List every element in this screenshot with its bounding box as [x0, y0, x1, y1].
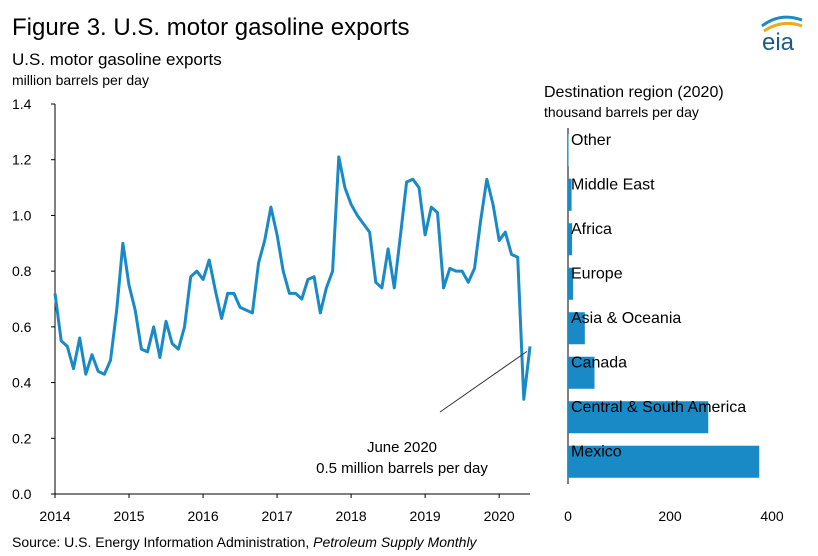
bar — [568, 401, 709, 434]
bar-category-label: Europe — [571, 265, 623, 282]
bar-x-tick-label: 400 — [760, 508, 784, 524]
annotation-line1: June 2020 — [367, 439, 437, 456]
annotation-pointer — [439, 350, 528, 413]
line-chart-y-unit: million barrels per day — [12, 72, 149, 88]
y-tick-label: 0.0 — [12, 486, 32, 502]
eia-logo: eia — [761, 15, 803, 54]
bar — [568, 267, 574, 300]
exports-series-line — [53, 155, 532, 401]
figure-title: Figure 3. U.S. motor gasoline exports — [12, 14, 410, 41]
y-tick-label: 1.4 — [12, 96, 32, 112]
bar-category-label: Asia & Oceania — [571, 310, 681, 327]
x-tick-label: 2017 — [261, 508, 292, 524]
x-tick-label: 2020 — [484, 508, 515, 524]
bar-category-label: Middle East — [571, 176, 655, 193]
y-tick-label: 1.2 — [12, 152, 32, 168]
x-tick-label: 2014 — [39, 508, 70, 524]
annotation-line2: 0.5 million barrels per day — [316, 460, 488, 477]
bar-x-tick-label: 200 — [658, 508, 682, 524]
bar-category-label: Central & South America — [571, 399, 746, 416]
bar — [568, 356, 595, 389]
y-tick-label: 0.8 — [12, 263, 32, 279]
annotation-box — [298, 432, 510, 478]
y-tick-label: 0.4 — [12, 375, 32, 391]
x-tick-label: 2018 — [336, 508, 367, 524]
source-publication: Petroleum Supply Monthly — [313, 534, 477, 550]
y-tick-label: 1.0 — [12, 207, 32, 223]
bar-category-label: Canada — [571, 354, 627, 371]
bar-chart-unit: thousand barrels per day — [544, 104, 699, 120]
source-note: Source: U.S. Energy Information Administ… — [12, 534, 477, 550]
bar — [568, 223, 573, 256]
bar-category-label: Africa — [571, 221, 612, 238]
bar — [568, 312, 585, 345]
y-tick-label: 0.6 — [12, 319, 32, 335]
bar-chart-title: Destination region (2020) — [544, 84, 724, 101]
y-tick-label: 0.2 — [12, 430, 32, 446]
line-chart: 0.0 0.2 0.4 0.6 0.8 1.0 1.2 1.4 2014 2015 2016 2017… — [12, 96, 532, 524]
bar-category-label: Other — [571, 132, 612, 149]
bar-category-label: Mexico — [571, 443, 622, 460]
bar-chart: Other Middle East Africa Europe Asia & Ocean… — [564, 128, 784, 524]
x-tick-label: 2015 — [113, 508, 144, 524]
bar — [568, 178, 572, 211]
bar — [568, 134, 569, 167]
source-prefix: Source: U.S. Energy Information Administ… — [12, 534, 314, 550]
line-chart-title: U.S. motor gasoline exports — [12, 50, 222, 69]
bar — [568, 445, 760, 478]
x-tick-label: 2016 — [187, 508, 218, 524]
bar-x-tick-label: 0 — [564, 508, 572, 524]
x-tick-label: 2019 — [410, 508, 441, 524]
logo-text: eia — [762, 29, 795, 54]
